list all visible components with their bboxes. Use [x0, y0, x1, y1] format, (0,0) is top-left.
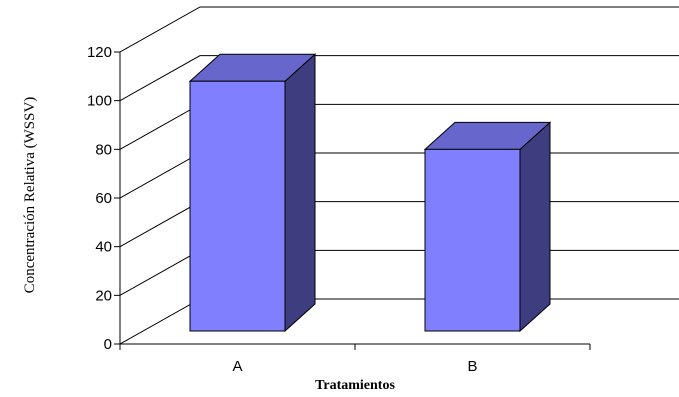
bar-front-face: [189, 80, 286, 332]
bar-side-face: [519, 121, 551, 333]
labels: 0 20 40 60 80 100 120 A B: [87, 44, 478, 375]
bar-B: [423, 121, 552, 333]
bar-side-face: [284, 53, 316, 333]
y-tick-label: 60: [95, 190, 112, 207]
bar-A: [188, 53, 317, 333]
y-tick-label: 120: [87, 44, 112, 61]
bar-front-face: [424, 148, 521, 332]
x-tick-label: B: [467, 358, 477, 375]
y-tick-label: 40: [95, 239, 112, 256]
y-tick-label: 20: [95, 287, 112, 304]
bars: [188, 53, 552, 333]
y-axis-title: Concentración Relativa (WSSV): [22, 97, 38, 294]
x-axis-title: Tratamientos: [315, 378, 395, 393]
gridline: [119, 6, 679, 53]
y-tick-label: 0: [104, 336, 112, 353]
y-tick-label: 100: [87, 93, 112, 110]
x-tick-label: A: [232, 358, 242, 375]
gridline: [119, 55, 679, 102]
axes: [114, 51, 591, 350]
y-tick-label: 80: [95, 141, 112, 158]
